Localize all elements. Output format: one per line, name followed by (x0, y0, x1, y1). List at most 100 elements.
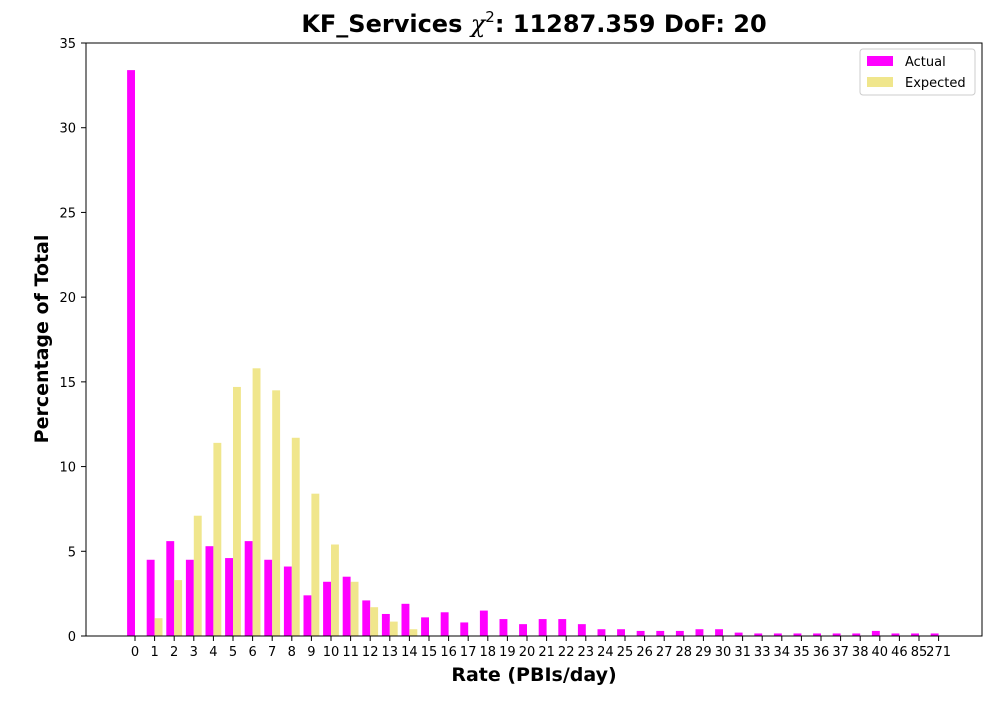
y-tick-label: 10 (59, 461, 76, 476)
x-tick-label: 16 (440, 645, 457, 660)
x-tick-label: 18 (480, 645, 497, 660)
x-tick-label: 27 (656, 645, 673, 660)
x-tick-label: 46 (891, 645, 908, 660)
chart-title: KF_Services χ2: 11287.359 DoF: 20 (301, 8, 766, 38)
x-tick-label: 25 (617, 645, 634, 660)
x-tick-label: 19 (499, 645, 516, 660)
x-tick-label: 38 (852, 645, 869, 660)
x-tick-label: 21 (538, 645, 555, 660)
x-tick-label: 271 (926, 645, 951, 660)
bar-expected-13 (389, 621, 398, 636)
bar-expected-11 (350, 581, 359, 636)
title-suffix: : 11287.359 DoF: 20 (495, 10, 767, 38)
bar-expected-9 (311, 493, 320, 636)
x-tick-label: 7 (268, 645, 276, 660)
x-tick-label: 20 (519, 645, 536, 660)
bar-actual-3 (185, 559, 194, 636)
bar-actual-40 (871, 630, 880, 636)
bar-actual-13 (381, 613, 390, 636)
bar-actual-28 (675, 630, 684, 636)
legend: Actual Expected (859, 48, 976, 96)
y-tick-label: 0 (68, 630, 76, 645)
bar-actual-10 (323, 581, 331, 636)
x-tick-label: 37 (832, 645, 849, 660)
x-tick-label: 33 (754, 645, 771, 660)
x-tick-label: 85 (911, 645, 928, 660)
bar-actual-15 (421, 617, 429, 636)
bar-expected-7 (272, 390, 281, 636)
x-tick-label: 12 (362, 645, 379, 660)
bar-actual-34 (773, 633, 782, 636)
bar-actual-1 (146, 559, 155, 636)
bar-expected-4 (213, 442, 222, 636)
bar-actual-30 (715, 629, 723, 636)
y-tick-label: 25 (59, 206, 76, 221)
legend-swatch-expected (867, 77, 893, 87)
x-tick-label: 8 (288, 645, 296, 660)
bar-actual-4 (205, 546, 214, 636)
x-ticks: 0 1 2 3 4 5 6 7 8 9 10 11 12 13 14 15 16 17 18 19 20 21 22 23 24… (131, 636, 951, 660)
x-tick-label: 17 (460, 645, 477, 660)
x-tick-label: 22 (558, 645, 575, 660)
bar-expected-14 (409, 629, 418, 636)
bar-actual-20 (519, 624, 527, 636)
legend-swatch-actual (867, 56, 893, 66)
x-tick-label: 2 (170, 645, 178, 660)
x-tick-label: 4 (209, 645, 217, 660)
title-superscript: 2 (485, 8, 495, 26)
x-tick-label: 30 (715, 645, 732, 660)
y-tick-label: 35 (59, 37, 76, 52)
bar-actual-6 (244, 541, 253, 636)
plot-frame (85, 42, 983, 637)
bar-expected-8 (291, 437, 300, 636)
legend-label-actual: Actual (905, 55, 946, 70)
bar-actual-35 (793, 633, 802, 636)
bar-actual-36 (813, 633, 821, 636)
bar-actual-33 (754, 633, 763, 636)
x-tick-label: 29 (695, 645, 712, 660)
bar-actual-22 (558, 619, 567, 636)
bar-expected-10 (331, 544, 339, 636)
x-tick-label: 13 (382, 645, 399, 660)
x-tick-label: 5 (229, 645, 237, 660)
x-tick-label: 31 (734, 645, 751, 660)
bar-actual-11 (342, 576, 351, 636)
legend-label-expected: Expected (905, 76, 966, 91)
x-tick-label: 15 (421, 645, 438, 660)
x-tick-label: 3 (190, 645, 198, 660)
x-tick-label: 9 (307, 645, 315, 660)
bar-actual-27 (656, 630, 665, 636)
x-tick-label: 24 (597, 645, 614, 660)
bar-actual-23 (577, 624, 586, 636)
x-tick-label: 35 (793, 645, 810, 660)
bar-expected-3 (193, 515, 202, 636)
bar-expected-1 (154, 618, 163, 636)
bar-actual-85 (911, 633, 919, 636)
bar-actual-2 (166, 541, 175, 636)
y-tick-label: 15 (59, 376, 76, 391)
y-tick-label: 5 (68, 545, 76, 560)
bar-actual-7 (264, 559, 273, 636)
x-tick-label: 1 (150, 645, 158, 660)
x-tick-label: 34 (774, 645, 791, 660)
y-tick-label: 30 (59, 122, 76, 137)
x-tick-label: 23 (578, 645, 595, 660)
bar-actual-16 (440, 612, 449, 636)
bar-actual-17 (460, 622, 469, 636)
bars-group (127, 70, 939, 637)
bar-actual-26 (636, 630, 645, 636)
x-tick-label: 36 (813, 645, 830, 660)
x-tick-label: 6 (248, 645, 256, 660)
bar-actual-9 (303, 595, 312, 636)
bar-actual-24 (597, 629, 606, 636)
bar-expected-6 (252, 368, 261, 636)
y-ticks: 0 5 10 15 20 25 30 35 (59, 37, 86, 645)
y-axis-label: Percentage of Total (31, 235, 53, 444)
bar-expected-5 (233, 386, 241, 636)
bar-actual-19 (499, 619, 508, 636)
bar-actual-12 (362, 600, 371, 636)
bar-expected-12 (370, 607, 379, 636)
bar-actual-31 (734, 632, 743, 636)
